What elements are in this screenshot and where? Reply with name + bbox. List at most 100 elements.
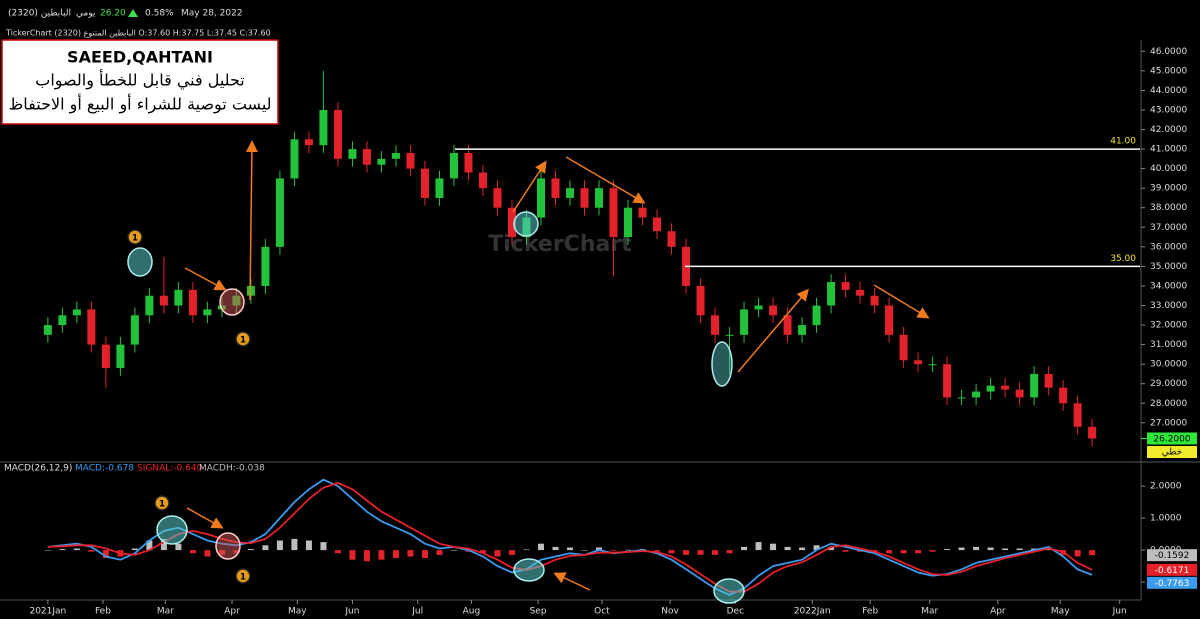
legend-entry: MACD:-0.678 — [75, 464, 134, 474]
marker-circle — [127, 229, 143, 245]
x-tick-label: Apr — [224, 607, 240, 617]
histogram-bar — [944, 549, 951, 551]
marker-label: 1 — [240, 573, 246, 583]
candle-body — [899, 334, 908, 361]
candle-body — [783, 315, 792, 335]
histogram-bar — [334, 550, 341, 554]
histogram-bar — [958, 547, 965, 551]
candle-body — [87, 309, 96, 345]
symbol-name: البابطين (2320) — [8, 9, 71, 19]
histogram-bar — [784, 546, 791, 551]
candle-body — [580, 188, 589, 208]
histogram-bar — [407, 550, 414, 557]
y-tick-label: 41.0000 — [1150, 145, 1187, 155]
mode-box — [1147, 446, 1197, 458]
candle-body — [725, 334, 734, 336]
highlight — [713, 578, 745, 604]
last-value-label: -0.6171 — [1155, 566, 1190, 576]
x-tick-label: Apr — [990, 607, 1006, 617]
y-tick-label: 46.0000 — [1150, 47, 1187, 57]
histogram-bar — [102, 550, 109, 559]
candle-body — [319, 109, 328, 146]
histogram-bar — [596, 547, 603, 551]
candle-body — [624, 207, 633, 238]
arrow — [184, 267, 227, 291]
candle-body — [754, 305, 763, 310]
y-tick-label: 31.0000 — [1150, 340, 1187, 350]
y-tick-label: 28.0000 — [1150, 399, 1187, 409]
y-tick-label: 44.0000 — [1150, 86, 1187, 96]
histogram-bar — [755, 542, 762, 551]
date: May 28, 2022 — [181, 9, 243, 19]
candle-body — [1059, 387, 1068, 404]
arrow — [245, 140, 258, 301]
candle-body — [72, 309, 81, 316]
candle-body — [145, 295, 154, 316]
last-price-label-box — [1147, 432, 1197, 445]
highlight — [127, 247, 153, 277]
histogram-bar — [175, 543, 182, 551]
histogram-bar — [697, 550, 704, 555]
x-tick-label: Aug — [463, 607, 481, 617]
candle-body — [101, 344, 110, 369]
histogram-bar — [450, 550, 457, 551]
highlight — [513, 558, 545, 582]
marker-label: 1 — [240, 336, 246, 346]
annotations: 1 1 1 1 — [127, 140, 930, 604]
histogram-bar — [291, 538, 298, 551]
candle-body — [566, 188, 574, 198]
last-value-label-box — [1147, 549, 1197, 562]
x-tick-label: May — [288, 607, 307, 617]
y-tick-label: 32.0000 — [1150, 321, 1187, 331]
y-tick-label: 2.0000 — [1150, 482, 1182, 492]
candle-body — [827, 282, 836, 306]
histogram-bar — [204, 550, 211, 557]
marker-circle — [235, 331, 251, 347]
histogram-bar — [276, 540, 283, 551]
y-tick-label: 39.0000 — [1150, 184, 1187, 194]
histogram-bar — [625, 549, 632, 551]
candle-body — [420, 168, 429, 198]
histogram-bar — [987, 547, 994, 551]
histogram-bar — [900, 550, 907, 554]
last-price: 26.20 — [100, 9, 126, 19]
last-value-label: -0.7763 — [1155, 579, 1190, 589]
legend-entry: MACDH:-0.038 — [199, 464, 265, 474]
y-tick-label: 42.0000 — [1150, 125, 1187, 135]
candle-body — [435, 178, 444, 198]
candle-body — [290, 139, 299, 179]
histogram-bar — [392, 550, 399, 559]
histogram-bar — [262, 545, 269, 551]
y-tick-label: 27.0000 — [1150, 418, 1187, 428]
candle-body — [972, 391, 981, 398]
candle-body — [740, 309, 749, 335]
candle-body — [362, 149, 371, 165]
candle-body — [116, 344, 125, 369]
last-value-label-box — [1147, 563, 1197, 576]
x-tick-label: Sep — [530, 607, 547, 617]
histogram-bar — [610, 550, 617, 551]
histogram-bar — [508, 550, 515, 555]
histogram-bar — [1002, 548, 1009, 551]
last-value-label-box — [1147, 576, 1197, 589]
histogram-bar — [320, 542, 327, 551]
histogram-bar — [683, 550, 690, 555]
histogram-bar — [378, 550, 385, 560]
candle-body — [478, 172, 487, 189]
histogram-bar — [813, 545, 820, 551]
candle-body — [943, 364, 952, 398]
candle-body — [812, 305, 821, 326]
candle-body — [493, 188, 502, 208]
candle-body — [275, 178, 284, 247]
candle-body — [696, 285, 705, 316]
histogram-bar — [349, 550, 356, 560]
highlight — [215, 532, 241, 560]
histogram-bar — [1074, 550, 1081, 557]
candle-body — [203, 309, 212, 316]
x-tick-label: Nov — [661, 607, 679, 617]
histogram-bar — [828, 546, 835, 551]
histogram-bar — [973, 546, 980, 551]
histogram-bar — [421, 550, 428, 559]
